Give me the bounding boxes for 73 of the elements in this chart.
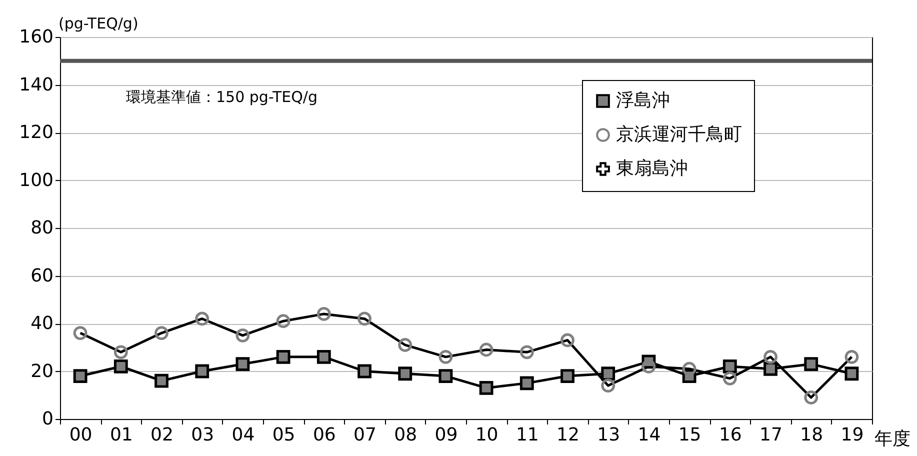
x-tick-label: 08 xyxy=(394,424,418,446)
x-axis-title: 年度 xyxy=(874,428,910,450)
point xyxy=(154,374,168,388)
x-tick-label: 07 xyxy=(354,424,376,446)
point xyxy=(358,364,372,378)
point xyxy=(276,314,290,328)
x-tick-label: 06 xyxy=(312,424,336,446)
x-tick-label: 12 xyxy=(556,424,580,446)
point xyxy=(722,371,737,386)
point xyxy=(114,345,128,360)
x-tick-label: 10 xyxy=(475,424,498,446)
point xyxy=(236,328,250,342)
y-tick-label: 20 xyxy=(30,360,54,382)
x-tick-label: 16 xyxy=(718,424,742,446)
point xyxy=(722,360,737,374)
point xyxy=(764,350,778,364)
x-tick-label: 15 xyxy=(678,424,702,446)
y-tick-label: 80 xyxy=(30,218,54,238)
point xyxy=(358,312,372,326)
x-tick-label: 19 xyxy=(840,424,864,446)
point xyxy=(804,357,818,372)
point xyxy=(236,357,250,372)
legend-label: 浮島沖 xyxy=(616,90,670,111)
y-tick-label: 0 xyxy=(42,408,54,430)
point xyxy=(601,378,616,393)
point xyxy=(195,312,210,326)
x-tick-label: 02 xyxy=(150,424,174,446)
point xyxy=(114,360,128,374)
x-tick-label: 04 xyxy=(232,424,255,446)
y-tick-label: 120 xyxy=(19,122,54,143)
x-tick-label: 17 xyxy=(760,424,782,446)
point xyxy=(520,376,534,390)
y-axis-title: (pg-TEQ/g) xyxy=(58,14,138,32)
x-tick-label: 11 xyxy=(516,424,539,446)
point xyxy=(276,350,290,364)
point xyxy=(479,381,494,395)
point xyxy=(438,369,453,383)
point xyxy=(844,366,859,381)
x-tick-label: 18 xyxy=(800,424,824,446)
point xyxy=(398,338,412,352)
legend-label: 京浜運河千鳥町 xyxy=(616,124,742,145)
point xyxy=(560,369,574,383)
point xyxy=(642,360,656,374)
x-tick-label: 00 xyxy=(69,424,92,446)
point xyxy=(195,364,210,378)
y-tick-label: 60 xyxy=(30,265,54,286)
point xyxy=(316,307,331,321)
point xyxy=(520,345,534,360)
point xyxy=(682,362,696,376)
point xyxy=(804,390,818,404)
point xyxy=(316,350,331,364)
point xyxy=(73,369,88,383)
ref-line-label: 環境基準値：150 pg-TEQ/g xyxy=(126,88,318,106)
y-tick-label: 140 xyxy=(19,74,54,96)
point xyxy=(73,326,88,340)
y-tick-label: 100 xyxy=(19,170,54,191)
point xyxy=(479,342,494,357)
point xyxy=(398,366,412,381)
x-tick-label: 03 xyxy=(191,424,214,446)
x-tick-label: 13 xyxy=(597,424,620,446)
y-tick-label: 160 xyxy=(19,26,54,48)
point xyxy=(154,326,168,340)
point xyxy=(844,350,859,364)
x-tick-label: 14 xyxy=(638,424,661,446)
x-tick-label: 09 xyxy=(434,424,458,446)
point xyxy=(560,333,574,348)
legend-label: 東扇島沖 xyxy=(616,158,688,179)
point xyxy=(438,350,453,364)
point xyxy=(601,366,616,381)
x-tick-label: 05 xyxy=(272,424,296,446)
x-tick-label: 01 xyxy=(110,424,133,446)
y-tick-label: 40 xyxy=(30,313,54,334)
point xyxy=(764,362,778,376)
